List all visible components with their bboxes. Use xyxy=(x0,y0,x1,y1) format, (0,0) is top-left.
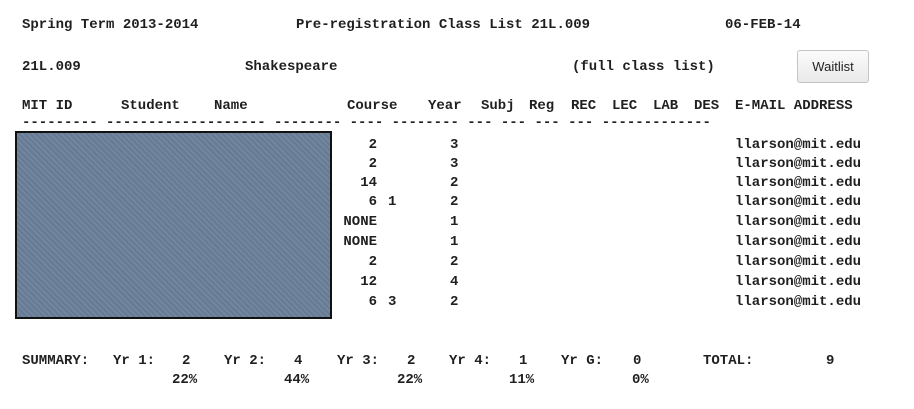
email-cell: llarson@mit.edu xyxy=(735,175,862,191)
summary-total-label: TOTAL: xyxy=(703,353,754,369)
redacted-names-block xyxy=(15,131,332,319)
summary-label: SUMMARY: xyxy=(22,353,90,369)
year-cell: 2 xyxy=(450,254,459,270)
email-cell: llarson@mit.edu xyxy=(735,194,862,210)
email-cell: llarson@mit.edu xyxy=(735,156,862,172)
course-cell: 14 xyxy=(360,175,377,191)
summary-yrg-label: Yr G: xyxy=(561,353,604,369)
list-type: (full class list) xyxy=(572,59,715,75)
year-cell: 3 xyxy=(450,156,459,172)
year-cell: 3 xyxy=(450,137,459,153)
summary-yr1-label: Yr 1: xyxy=(113,353,156,369)
summary-yr4-label: Yr 4: xyxy=(449,353,492,369)
report-date: 06-FEB-14 xyxy=(725,17,801,33)
col-header-des: DES xyxy=(694,98,720,114)
email-cell: llarson@mit.edu xyxy=(735,274,862,290)
year-cell: 1 xyxy=(450,214,459,230)
col-header-subj: Subj xyxy=(481,98,515,114)
course-cell: 2 xyxy=(368,137,377,153)
col-header-lab: LAB xyxy=(653,98,679,114)
year-cell: 4 xyxy=(450,274,459,290)
page-title: Pre-registration Class List 21L.009 xyxy=(296,17,591,33)
summary-yr4-pct: 11% xyxy=(509,372,535,388)
course-cell: 2 xyxy=(368,254,377,270)
email-cell: llarson@mit.edu xyxy=(735,294,862,310)
term-label: Spring Term 2013-2014 xyxy=(22,17,199,33)
summary-yr2-label: Yr 2: xyxy=(224,353,267,369)
course-cell: NONE xyxy=(343,234,377,250)
course-cell: 6 xyxy=(368,194,377,210)
summary-yr3-label: Yr 3: xyxy=(337,353,380,369)
course-cell: 6 xyxy=(368,294,377,310)
summary-yrg-count: 0 xyxy=(633,353,642,369)
summary-yr1-count: 2 xyxy=(182,353,191,369)
email-cell: llarson@mit.edu xyxy=(735,254,862,270)
year-cell: 2 xyxy=(450,294,459,310)
summary-yr3-pct: 22% xyxy=(397,372,423,388)
summary-yr4-count: 1 xyxy=(519,353,528,369)
summary-total-count: 9 xyxy=(826,353,835,369)
course-cell: 2 xyxy=(368,156,377,172)
col-header-reg: Reg xyxy=(529,98,555,114)
summary-yr1-pct: 22% xyxy=(172,372,198,388)
summary-yr2-count: 4 xyxy=(294,353,303,369)
course-cell: 12 xyxy=(360,274,377,290)
course-option-cell: 1 xyxy=(388,194,397,210)
course-option-cell: 3 xyxy=(388,294,397,310)
header-underline: --------- ------------------- -------- -… xyxy=(22,115,711,131)
year-cell: 2 xyxy=(450,175,459,191)
email-cell: llarson@mit.edu xyxy=(735,234,862,250)
col-header-course: Course xyxy=(347,98,398,114)
subject-title: Shakespeare xyxy=(245,59,338,75)
year-cell: 2 xyxy=(450,194,459,210)
summary-yr3-count: 2 xyxy=(407,353,416,369)
waitlist-button[interactable]: Waitlist xyxy=(797,50,869,83)
col-header-student: Student xyxy=(121,98,180,114)
subject-number: 21L.009 xyxy=(22,59,81,75)
summary-yr2-pct: 44% xyxy=(284,372,310,388)
col-header-year: Year xyxy=(428,98,462,114)
col-header-rec: REC xyxy=(571,98,597,114)
course-cell: NONE xyxy=(343,214,377,230)
col-header-name: Name xyxy=(214,98,248,114)
col-header-email: E-MAIL ADDRESS xyxy=(735,98,853,114)
col-header-mit-id: MIT ID xyxy=(22,98,73,114)
summary-yrg-pct: 0% xyxy=(632,372,649,388)
email-cell: llarson@mit.edu xyxy=(735,137,862,153)
email-cell: llarson@mit.edu xyxy=(735,214,862,230)
year-cell: 1 xyxy=(450,234,459,250)
col-header-lec: LEC xyxy=(612,98,638,114)
